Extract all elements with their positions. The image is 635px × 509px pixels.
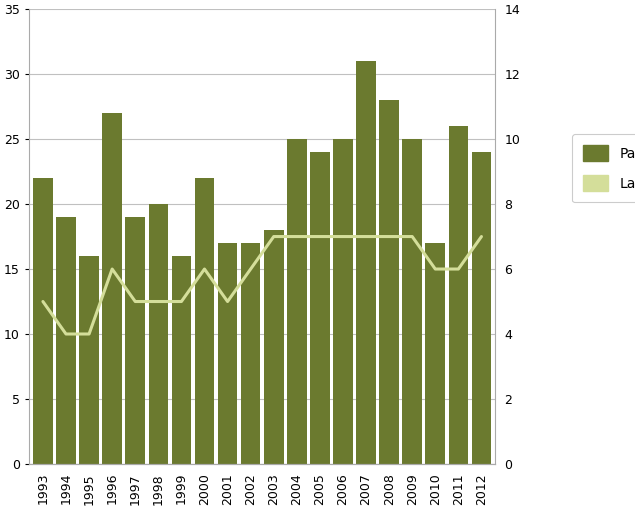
Bar: [287, 139, 307, 464]
Bar: [241, 243, 260, 464]
Bar: [56, 217, 76, 464]
Bar: [79, 256, 99, 464]
Bar: [171, 256, 191, 464]
Bar: [448, 126, 468, 464]
Bar: [33, 178, 53, 464]
Bar: [218, 243, 237, 464]
Bar: [310, 152, 330, 464]
Bar: [472, 152, 491, 464]
Bar: [195, 178, 214, 464]
Bar: [102, 113, 122, 464]
Bar: [264, 230, 284, 464]
Bar: [379, 100, 399, 464]
Bar: [149, 204, 168, 464]
Bar: [403, 139, 422, 464]
Bar: [425, 243, 445, 464]
Legend: Pareja, Lajeja: Pareja, Lajeja: [572, 134, 635, 203]
Bar: [126, 217, 145, 464]
Bar: [333, 139, 353, 464]
Bar: [356, 61, 376, 464]
